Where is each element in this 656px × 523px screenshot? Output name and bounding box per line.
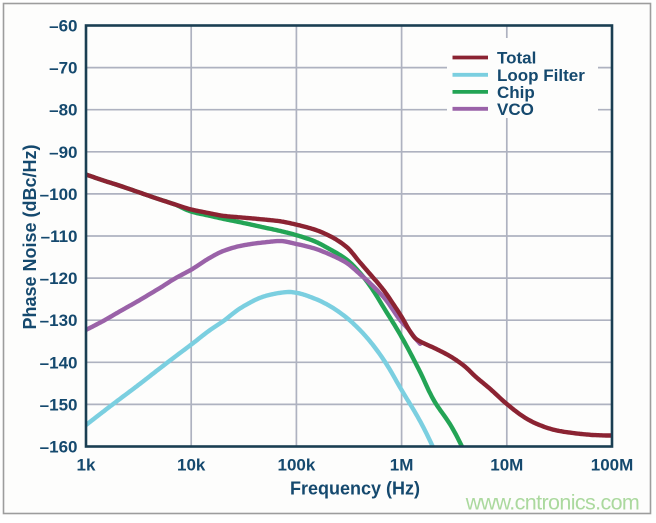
svg-text:–60: –60 (49, 17, 77, 36)
svg-text:–150: –150 (40, 395, 78, 414)
svg-text:–110: –110 (41, 227, 78, 246)
svg-text:Phase Noise (dBc/Hz): Phase Noise (dBc/Hz) (20, 144, 40, 329)
svg-text:www.cntronics.com: www.cntronics.com (465, 491, 639, 515)
svg-text:–140: –140 (40, 353, 78, 372)
svg-text:–100: –100 (40, 185, 78, 204)
svg-text:100k: 100k (277, 456, 315, 475)
svg-text:–90: –90 (49, 143, 77, 162)
svg-text:Total: Total (497, 49, 536, 68)
svg-text:Loop Filter: Loop Filter (497, 66, 585, 85)
svg-text:1M: 1M (390, 456, 414, 475)
svg-text:–130: –130 (40, 311, 78, 330)
svg-text:–80: –80 (49, 101, 77, 120)
svg-text:10M: 10M (490, 456, 523, 475)
svg-text:–70: –70 (49, 59, 77, 78)
svg-text:Chip: Chip (497, 83, 535, 102)
svg-text:–160: –160 (40, 438, 78, 457)
svg-text:100M: 100M (591, 456, 634, 475)
svg-text:VCO: VCO (497, 100, 534, 119)
svg-text:10k: 10k (177, 456, 206, 475)
svg-text:–120: –120 (40, 269, 78, 288)
svg-text:1k: 1k (77, 456, 96, 475)
svg-text:Frequency (Hz): Frequency (Hz) (290, 479, 420, 499)
